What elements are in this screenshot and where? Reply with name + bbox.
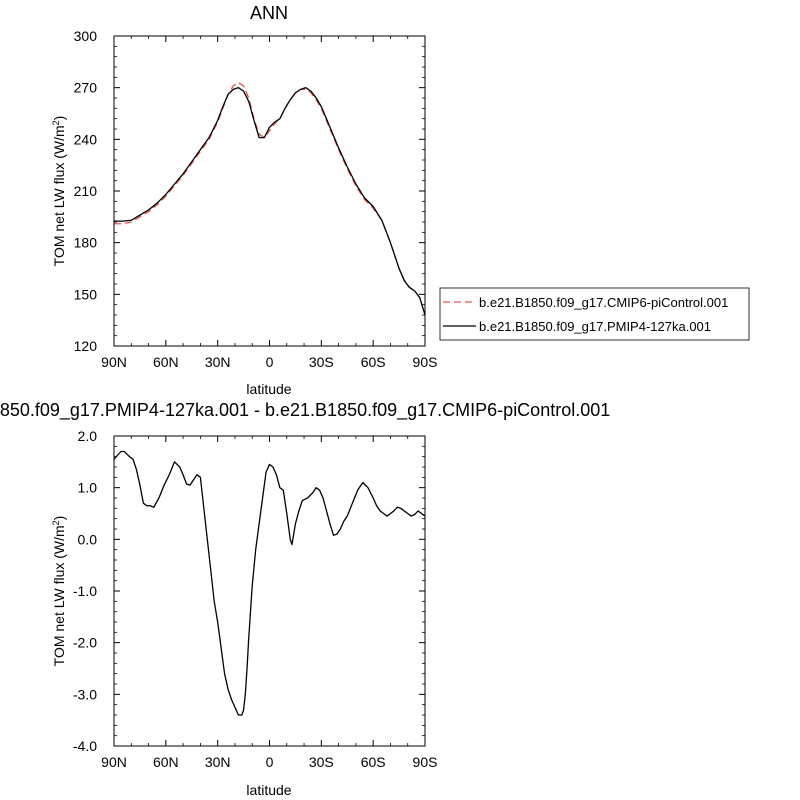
- bottom-panel-ylabel-close: ): [51, 516, 67, 521]
- bottom-panel-ylabel: TOM net LW flux (W/m2): [51, 516, 67, 667]
- top-xtick-label: 90S: [413, 354, 438, 370]
- top-panel-tick-labels: 90N 60N 30N 0 30S 60S 90S 120 150 180 210 240 270 300: [74, 28, 438, 370]
- bottom-xtick-label: 90S: [413, 754, 438, 770]
- top-xtick-label: 30N: [205, 354, 231, 370]
- bottom-xtick-label: 60S: [361, 754, 386, 770]
- top-ytick-label: 120: [74, 338, 98, 354]
- top-xtick-label: 60N: [153, 354, 179, 370]
- top-series-line-0: [114, 81, 426, 316]
- top-series-line-1: [114, 87, 426, 316]
- top-xtick-label: 90N: [101, 354, 127, 370]
- bottom-panel-ylabel-sup: 2: [51, 520, 61, 525]
- bottom-panel-title: b.e21.B1850.f09_g17.PMIP4-127ka.001 - b.…: [0, 400, 610, 421]
- top-panel: ANN 90N 60N 30N 0 30S 60S 90S 120 150 180 210 240 27…: [51, 3, 750, 397]
- legend-label-picontrol: b.e21.B1850.f09_g17.CMIP6-piControl.001: [479, 295, 728, 310]
- top-xtick-label: 60S: [361, 354, 386, 370]
- bottom-xtick-label: 60N: [153, 754, 179, 770]
- top-panel-ylabel-main: TOM net LW flux (W/m: [51, 125, 67, 266]
- top-ytick-label: 270: [74, 80, 98, 96]
- top-panel-title: ANN: [250, 3, 288, 23]
- top-ytick-label: 180: [74, 235, 98, 251]
- top-ytick-label: 150: [74, 286, 98, 302]
- bottom-panel-tick-labels: 90N 60N 30N 0 30S 60S 90S -4.0 -3.0 -2.0 -1.0 0.0 1.…: [73, 428, 438, 770]
- top-panel-frame: [113, 35, 426, 347]
- top-panel-lines: [114, 81, 426, 316]
- bottom-panel-xlabel: latitude: [246, 782, 291, 798]
- legend-label-127ka: b.e21.B1850.f09_g17.PMIP4-127ka.001: [479, 319, 711, 334]
- legend-box: [439, 287, 750, 341]
- bottom-panel-ticks: [113, 435, 426, 747]
- bottom-ytick-label: -1.0: [73, 583, 97, 599]
- top-ytick-label: 210: [74, 183, 98, 199]
- bottom-ytick-label: 1.0: [78, 480, 98, 496]
- top-panel-xlabel: latitude: [246, 381, 291, 397]
- bottom-series-line-0: [113, 450, 426, 716]
- bottom-ytick-label: -4.0: [73, 738, 97, 754]
- top-ytick-label: 300: [74, 28, 98, 44]
- bottom-panel: b.e21.B1850.f09_g17.PMIP4-127ka.001 - b.…: [0, 400, 610, 798]
- top-panel-ylabel-close: ): [51, 116, 67, 121]
- top-xtick-label: 0: [266, 354, 274, 370]
- bottom-ytick-label: 0.0: [78, 531, 98, 547]
- bottom-xtick-label: 30S: [309, 754, 334, 770]
- top-xtick-label: 30S: [309, 354, 334, 370]
- bottom-panel-frame: [113, 435, 426, 747]
- top-panel-ylabel-sup: 2: [51, 120, 61, 125]
- bottom-ytick-label: -3.0: [73, 686, 97, 702]
- bottom-panel-ylabel-main: TOM net LW flux (W/m: [51, 525, 67, 666]
- top-panel-ylabel: TOM net LW flux (W/m2): [51, 116, 67, 267]
- bottom-xtick-label: 30N: [205, 754, 231, 770]
- bottom-xtick-label: 90N: [101, 754, 127, 770]
- legend: b.e21.B1850.f09_g17.CMIP6-piControl.001 …: [439, 287, 750, 341]
- bottom-ytick-label: -2.0: [73, 635, 97, 651]
- top-ytick-label: 240: [74, 131, 98, 147]
- bottom-ytick-label: 2.0: [78, 428, 98, 444]
- bottom-xtick-label: 0: [266, 754, 274, 770]
- bottom-panel-lines: [113, 450, 426, 716]
- top-panel-ticks: [113, 35, 426, 347]
